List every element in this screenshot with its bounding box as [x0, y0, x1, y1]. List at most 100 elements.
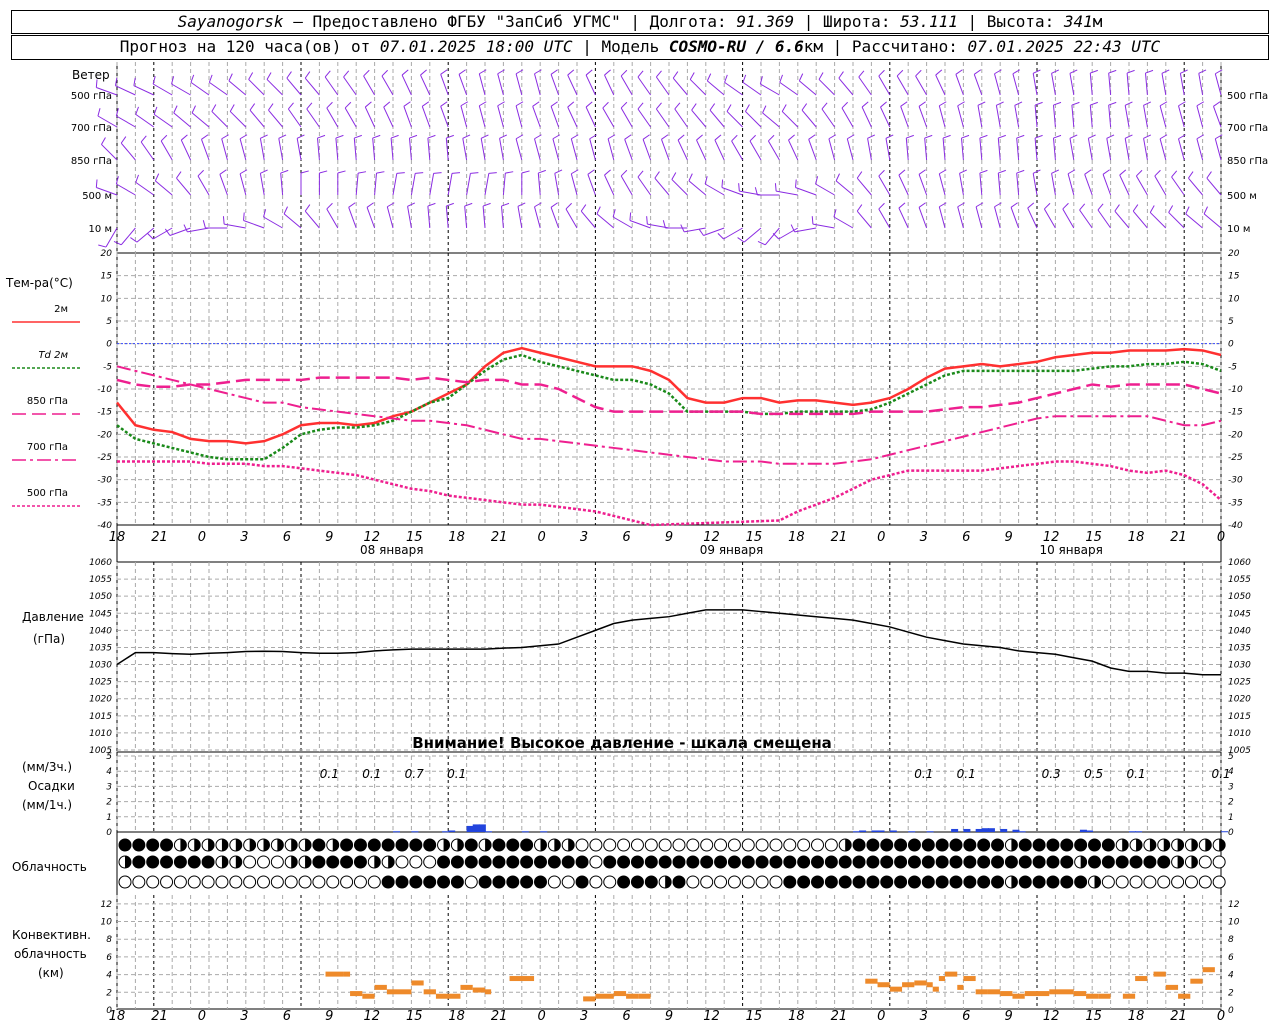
- wind-barb-feather: [724, 74, 728, 83]
- cloud-symbol: [146, 855, 160, 869]
- cloud-symbol: [949, 875, 963, 889]
- wind-barb-staff: [1069, 73, 1075, 96]
- wind-barb-staff: [1213, 106, 1222, 128]
- precip-bar: [521, 831, 529, 833]
- wind-barb-feather: [604, 69, 611, 76]
- wind-barb-staff: [372, 138, 376, 161]
- conv-cloud-bar: [485, 989, 492, 995]
- wind-barb-staff: [655, 76, 670, 96]
- wind-barb-staff: [160, 140, 173, 161]
- cloud-symbol: [201, 855, 215, 869]
- hour-tick-label: 0: [1217, 530, 1225, 545]
- wind-barb-staff: [190, 81, 210, 96]
- wind-barb-feather: [554, 169, 563, 174]
- wind-barb-feather: [906, 134, 914, 139]
- cloud-symbol: [1018, 875, 1032, 889]
- cloud-symbol-fill: [443, 839, 450, 851]
- wind-barb-staff: [248, 79, 265, 96]
- wind-barb-feather: [1215, 69, 1223, 75]
- wind-barb-feather: [939, 202, 947, 208]
- wind-barb-feather: [1124, 101, 1133, 106]
- wind-barb-feather: [1034, 101, 1043, 106]
- wind-barb-feather: [1108, 69, 1117, 74]
- wind-barb-staff: [1087, 138, 1093, 161]
- wind-barb-feather: [959, 169, 968, 174]
- wind-barb-staff: [637, 176, 652, 196]
- wind-barb-staff: [429, 173, 435, 196]
- hour-tick-label-bottom: 18: [109, 1009, 126, 1024]
- wind-barb-feather: [1106, 134, 1115, 139]
- wind-barb-feather: [208, 74, 213, 83]
- wind-barb-feather: [283, 206, 288, 215]
- cloud-symbol: [880, 838, 894, 852]
- cloud-symbol: [173, 875, 187, 889]
- wind-barb-feather: [304, 71, 311, 79]
- precip-bar: [411, 831, 419, 833]
- wind-barb-staff: [587, 174, 596, 196]
- wind-barb-feather: [768, 134, 775, 142]
- wind-barb-staff: [703, 227, 725, 236]
- cloud-symbol-fill: [332, 839, 339, 851]
- wind-level-label-left: 10 м: [89, 224, 112, 235]
- wind-barb-feather: [222, 216, 225, 225]
- wind-barb-staff: [335, 138, 339, 161]
- wind-barb-feather: [629, 212, 632, 221]
- wind-barb-staff: [1027, 207, 1038, 229]
- wind-barb-staff: [604, 74, 615, 96]
- day-label: 10 января: [1039, 543, 1102, 557]
- temp-ytick-right: 20: [1228, 249, 1240, 259]
- cloud-symbol-fill: [291, 839, 298, 851]
- wind-barb-feather: [915, 69, 922, 77]
- conv-cloud-bar: [509, 976, 535, 982]
- wind-barb-feather: [427, 134, 436, 139]
- model-label: | Модель: [582, 37, 660, 56]
- cloud-symbol: [963, 855, 977, 869]
- cloud-symbol-fill: [249, 839, 256, 851]
- wind-barb-staff: [596, 213, 615, 229]
- wind-barb-staff: [856, 177, 872, 196]
- cloud-symbol: [991, 855, 1005, 869]
- wind-barb-feather: [835, 173, 840, 182]
- wind-barb-staff: [838, 77, 854, 96]
- cloud-symbol: [838, 875, 852, 889]
- wind-barb-staff: [1179, 73, 1185, 96]
- model-name: COSMO-RU / 6.6: [668, 37, 804, 56]
- wind-barb-feather: [363, 69, 370, 77]
- temp-ytick-right: 5: [1228, 317, 1234, 327]
- conv-cloud-bar: [1178, 993, 1191, 999]
- wind-barb-feather: [488, 172, 497, 174]
- cloud-symbol-fill: [1122, 839, 1129, 851]
- wind-barb-staff: [171, 83, 191, 96]
- cloud-symbol: [1060, 855, 1074, 869]
- wind-barb-feather: [407, 202, 416, 207]
- wind-barb-feather: [451, 172, 461, 174]
- wind-barb-staff: [440, 74, 449, 96]
- hour-tick-label: 18: [788, 530, 805, 545]
- wind-barb-staff: [401, 74, 412, 96]
- wind-barb-feather: [1196, 134, 1205, 140]
- cloud-symbol: [492, 838, 506, 852]
- wind-barb-staff: [259, 173, 265, 196]
- wind-barb-staff: [534, 138, 541, 161]
- hour-tick-label: 21: [1170, 530, 1187, 545]
- wind-barb-feather: [1102, 169, 1110, 175]
- conv-cloud-bar: [423, 989, 436, 995]
- wind-barb-staff: [821, 108, 836, 128]
- temp-ytick-left: -40: [97, 521, 112, 531]
- wind-barb-staff: [620, 75, 633, 96]
- conv-ytick-left: 10: [101, 918, 113, 928]
- wind-barb-staff: [499, 138, 504, 161]
- precip-bar: [1129, 831, 1136, 833]
- header-row-2: Прогноз на 120 часа(ов) от 07.01.2025 18…: [11, 35, 1269, 60]
- station-name: Sayanogorsk: [177, 12, 284, 31]
- wind-barb-staff: [1034, 138, 1038, 161]
- wind-level-label-right: 500 м: [1227, 191, 1257, 202]
- cloud-symbol: [312, 855, 326, 869]
- wind-barb-feather: [1215, 134, 1223, 140]
- altitude-value: 341: [1063, 12, 1093, 31]
- cloud-symbol: [437, 855, 451, 869]
- cloud-symbol: [520, 855, 534, 869]
- cloud-symbol: [478, 875, 492, 889]
- wind-barb-feather: [571, 169, 579, 175]
- wind-barb-feather: [401, 69, 409, 76]
